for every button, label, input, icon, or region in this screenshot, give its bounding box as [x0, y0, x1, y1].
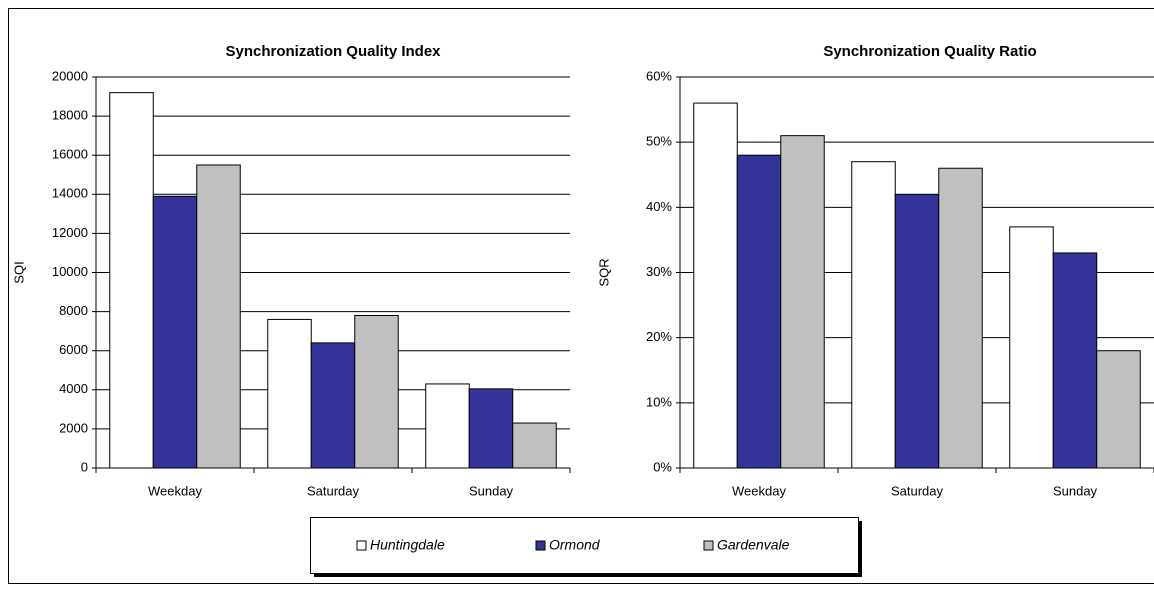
y-axis-label: SQR [596, 258, 611, 286]
bar [310, 342, 356, 469]
bar [267, 318, 312, 469]
y-tick-label: 14000 [52, 186, 88, 201]
y-tick-label: 20000 [52, 68, 88, 83]
bar [938, 167, 983, 469]
y-tick-label: 10% [646, 394, 672, 409]
legend-swatch [535, 540, 546, 551]
legend-label: Ormond [549, 537, 601, 553]
y-tick-label: 50% [646, 134, 672, 149]
y-tick-label: 12000 [52, 225, 88, 240]
y-tick-label: 10000 [52, 264, 88, 279]
bar [1096, 350, 1141, 469]
y-tick-label: 0% [653, 459, 672, 474]
x-tick-label: Sunday [469, 483, 514, 498]
y-tick-label: 8000 [59, 303, 88, 318]
frame [8, 8, 1154, 584]
x-tick-label: Weekday [148, 483, 202, 498]
x-tick-label: Sunday [1053, 483, 1098, 498]
y-tick-label: 18000 [52, 108, 88, 123]
y-tick-label: 40% [646, 199, 672, 214]
y-tick-label: 6000 [59, 342, 88, 357]
bar [468, 388, 514, 469]
y-tick-label: 0 [81, 459, 88, 474]
legend-swatch [703, 540, 714, 551]
legend-swatch [356, 540, 367, 551]
bar [1052, 252, 1098, 469]
y-tick-label: 16000 [52, 147, 88, 162]
bar [780, 135, 825, 469]
bar [109, 92, 154, 469]
chart-title: Synchronization Quality Index [225, 43, 441, 60]
bar [851, 161, 896, 469]
bar [354, 315, 399, 469]
x-tick-label: Saturday [891, 483, 944, 498]
bar [894, 193, 940, 469]
bar [196, 164, 241, 469]
y-tick-label: 2000 [59, 420, 88, 435]
y-tick-label: 30% [646, 264, 672, 279]
bar [512, 422, 557, 469]
y-tick-label: 4000 [59, 381, 88, 396]
x-tick-label: Weekday [732, 483, 786, 498]
legend-box [310, 517, 859, 574]
legend-label: Huntingdale [370, 537, 445, 553]
bar [425, 383, 470, 469]
bar [736, 154, 782, 469]
y-tick-label: 60% [646, 68, 672, 83]
bar [152, 195, 198, 469]
bar [693, 102, 738, 469]
y-axis-label: SQI [11, 261, 26, 283]
chart-title: Synchronization Quality Ratio [823, 43, 1036, 60]
y-tick-label: 20% [646, 329, 672, 344]
bar [1009, 226, 1054, 469]
legend-label: Gardenvale [717, 537, 790, 553]
x-tick-label: Saturday [307, 483, 360, 498]
